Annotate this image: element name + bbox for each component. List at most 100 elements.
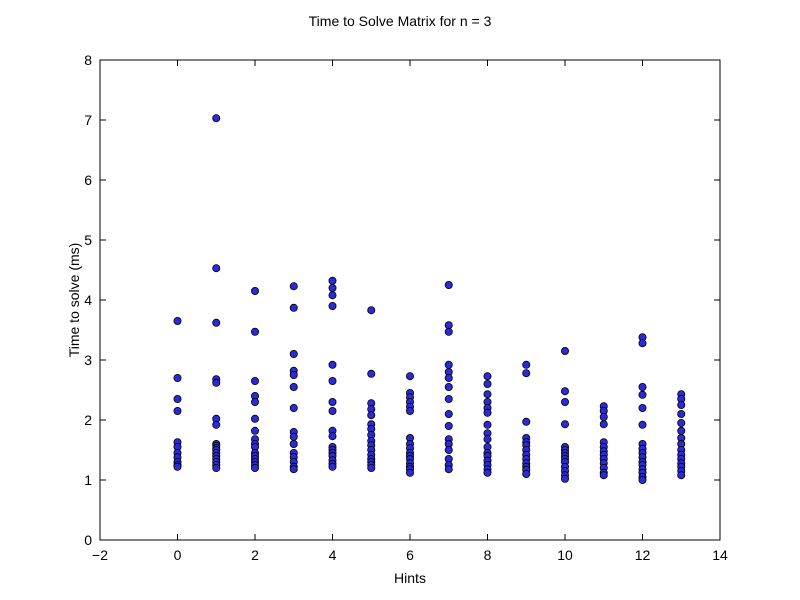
data-point xyxy=(444,360,453,369)
data-point xyxy=(289,303,298,312)
data-point xyxy=(444,321,453,330)
data-point xyxy=(599,471,608,480)
data-point xyxy=(289,432,298,441)
data-point xyxy=(677,409,686,418)
data-point xyxy=(638,390,647,399)
data-point xyxy=(483,420,492,429)
data-point xyxy=(444,409,453,418)
x-axis-label: Hints xyxy=(394,570,426,586)
data-point xyxy=(289,282,298,291)
data-point xyxy=(483,435,492,444)
data-point xyxy=(444,382,453,391)
data-point xyxy=(677,400,686,409)
y-tick-label: 5 xyxy=(84,232,92,248)
data-point xyxy=(677,426,686,435)
data-point xyxy=(367,369,376,378)
data-point xyxy=(328,432,337,441)
data-point xyxy=(638,339,647,348)
data-point xyxy=(212,114,221,123)
data-point xyxy=(405,468,414,477)
data-point xyxy=(250,376,259,385)
data-point xyxy=(367,306,376,315)
data-point xyxy=(328,291,337,300)
data-point xyxy=(599,420,608,429)
data-point xyxy=(212,318,221,327)
data-point xyxy=(444,465,453,474)
data-point xyxy=(367,463,376,472)
data-point xyxy=(483,468,492,477)
y-tick-label: 4 xyxy=(84,292,92,308)
data-point xyxy=(289,349,298,358)
data-point xyxy=(212,264,221,273)
data-point xyxy=(444,421,453,430)
data-point xyxy=(522,469,531,478)
data-point xyxy=(444,373,453,382)
data-point xyxy=(677,418,686,427)
data-point xyxy=(289,403,298,412)
data-point xyxy=(638,403,647,412)
y-tick-label: 6 xyxy=(84,172,92,188)
data-point xyxy=(250,463,259,472)
data-point xyxy=(212,420,221,429)
x-tick-label: 4 xyxy=(329,547,337,563)
data-point xyxy=(328,376,337,385)
data-points xyxy=(173,114,686,484)
x-tick-label: 2 xyxy=(251,547,259,563)
x-tick-label: 6 xyxy=(406,547,414,563)
x-tick-label: −2 xyxy=(92,547,108,563)
data-point xyxy=(444,445,453,454)
y-tick-label: 0 xyxy=(84,532,92,548)
data-point xyxy=(328,276,337,285)
y-axis-label: Time to solve (ms) xyxy=(66,243,82,358)
data-point xyxy=(328,301,337,310)
data-point xyxy=(250,426,259,435)
data-point xyxy=(173,373,182,382)
data-point xyxy=(522,417,531,426)
y-tick-label: 7 xyxy=(84,112,92,128)
data-point xyxy=(444,394,453,403)
x-tick-label: 8 xyxy=(484,547,492,563)
y-tick-label: 1 xyxy=(84,472,92,488)
chart-title: Time to Solve Matrix for n = 3 xyxy=(309,13,492,29)
data-point xyxy=(444,327,453,336)
data-point xyxy=(483,372,492,381)
data-point xyxy=(212,463,221,472)
data-point xyxy=(289,370,298,379)
x-tick-label: 12 xyxy=(635,547,651,563)
data-point xyxy=(250,414,259,423)
data-point xyxy=(483,390,492,399)
data-point xyxy=(367,411,376,420)
data-point xyxy=(289,382,298,391)
data-point xyxy=(289,465,298,474)
data-point xyxy=(328,283,337,292)
data-point xyxy=(638,475,647,484)
data-point xyxy=(328,406,337,415)
data-point xyxy=(250,397,259,406)
data-point xyxy=(250,327,259,336)
data-point xyxy=(599,412,608,421)
x-tick-label: 0 xyxy=(174,547,182,563)
plot-frame xyxy=(99,59,721,541)
y-tick-label: 3 xyxy=(84,352,92,368)
data-point xyxy=(212,378,221,387)
x-tick-label: 14 xyxy=(712,547,728,563)
data-point xyxy=(638,382,647,391)
data-point xyxy=(328,360,337,369)
data-point xyxy=(522,360,531,369)
x-tick-label: 10 xyxy=(557,547,573,563)
y-tick-label: 8 xyxy=(84,52,92,68)
data-point xyxy=(561,387,570,396)
data-point xyxy=(483,408,492,417)
data-point xyxy=(561,474,570,483)
data-point xyxy=(289,439,298,448)
data-point xyxy=(677,471,686,480)
data-point xyxy=(405,372,414,381)
data-point xyxy=(173,406,182,415)
data-point xyxy=(561,397,570,406)
data-point xyxy=(173,462,182,471)
data-point xyxy=(561,420,570,429)
data-point xyxy=(638,420,647,429)
